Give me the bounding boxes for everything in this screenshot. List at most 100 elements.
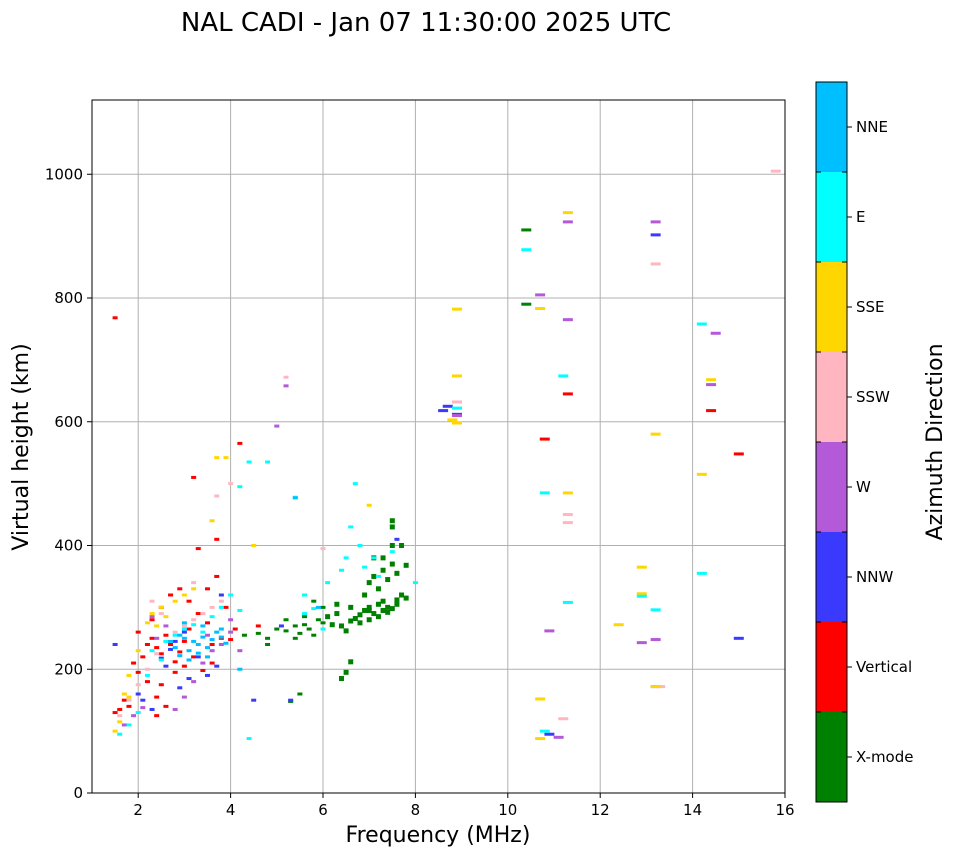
x-tick-label: 4 bbox=[226, 801, 236, 819]
data-point bbox=[177, 686, 183, 690]
data-point bbox=[246, 460, 252, 464]
data-point bbox=[394, 570, 400, 576]
data-point bbox=[209, 615, 215, 619]
data-point bbox=[154, 624, 160, 628]
data-point bbox=[535, 307, 546, 311]
data-point bbox=[451, 307, 462, 311]
data-point bbox=[144, 621, 150, 625]
data-point bbox=[158, 652, 164, 656]
series-sse bbox=[112, 211, 717, 741]
data-point bbox=[181, 621, 187, 625]
data-point bbox=[696, 322, 707, 326]
data-point bbox=[223, 641, 229, 645]
data-point bbox=[214, 537, 220, 541]
data-point bbox=[650, 262, 661, 266]
data-point bbox=[144, 643, 150, 646]
data-point bbox=[163, 624, 169, 628]
data-point bbox=[218, 643, 224, 646]
data-point bbox=[149, 599, 155, 603]
data-point bbox=[562, 318, 573, 322]
data-point bbox=[539, 491, 550, 495]
data-point bbox=[149, 612, 155, 616]
colorbar-segment bbox=[816, 82, 847, 172]
x-tick-label: 6 bbox=[318, 801, 328, 819]
data-point bbox=[265, 643, 271, 646]
data-point bbox=[237, 649, 243, 653]
data-point bbox=[306, 627, 312, 631]
data-point bbox=[385, 604, 391, 610]
data-point bbox=[696, 571, 707, 575]
data-point bbox=[205, 673, 210, 677]
data-point bbox=[274, 424, 280, 428]
colorbar-tick-label: SSE bbox=[856, 298, 885, 316]
data-point bbox=[385, 609, 391, 615]
data-point bbox=[315, 605, 321, 609]
data-point bbox=[343, 669, 349, 675]
data-point bbox=[214, 456, 220, 460]
data-point bbox=[218, 635, 224, 639]
y-tick-label: 600 bbox=[54, 413, 83, 431]
data-point bbox=[255, 624, 261, 628]
data-point bbox=[140, 706, 146, 710]
data-point bbox=[389, 606, 395, 612]
data-point bbox=[375, 614, 381, 620]
data-point bbox=[163, 704, 169, 708]
data-point bbox=[562, 513, 573, 517]
data-point bbox=[135, 711, 141, 715]
data-point bbox=[539, 729, 550, 733]
data-point bbox=[539, 437, 550, 441]
grid-lines bbox=[92, 100, 786, 794]
x-tick-label: 14 bbox=[683, 801, 702, 819]
series-nnw bbox=[112, 233, 744, 736]
data-point bbox=[362, 565, 368, 569]
data-point bbox=[237, 441, 243, 445]
data-point bbox=[535, 737, 546, 741]
data-point bbox=[338, 568, 344, 572]
data-point bbox=[168, 639, 174, 643]
data-point bbox=[380, 567, 386, 573]
data-point bbox=[334, 611, 340, 617]
data-point bbox=[710, 331, 721, 335]
data-point bbox=[389, 561, 395, 567]
data-point bbox=[158, 612, 164, 616]
data-point bbox=[302, 615, 308, 619]
data-point bbox=[177, 587, 183, 591]
data-point bbox=[399, 592, 405, 598]
data-point bbox=[389, 518, 395, 524]
data-point bbox=[403, 562, 409, 568]
data-point bbox=[274, 627, 280, 631]
data-point bbox=[562, 392, 573, 396]
data-point bbox=[283, 375, 289, 379]
data-point bbox=[706, 378, 717, 382]
data-point bbox=[265, 636, 271, 640]
data-point bbox=[380, 555, 386, 561]
data-point bbox=[357, 544, 363, 547]
data-point bbox=[613, 623, 624, 627]
x-tick-label: 8 bbox=[411, 801, 421, 819]
data-point bbox=[168, 593, 174, 597]
y-tick-label: 800 bbox=[54, 289, 83, 307]
data-point bbox=[149, 636, 155, 640]
data-point bbox=[168, 647, 174, 651]
data-point bbox=[228, 593, 234, 597]
data-point bbox=[121, 692, 127, 696]
data-point bbox=[251, 544, 257, 547]
series-x-mode bbox=[241, 228, 532, 703]
data-point bbox=[451, 400, 462, 404]
colorbar-tick-label: NNW bbox=[856, 568, 893, 586]
data-point bbox=[325, 614, 331, 620]
data-point bbox=[154, 636, 160, 640]
data-point bbox=[121, 723, 127, 727]
series-e bbox=[117, 248, 707, 741]
data-point bbox=[191, 623, 197, 627]
data-point bbox=[205, 621, 210, 625]
data-point bbox=[283, 618, 289, 622]
x-tick-label: 12 bbox=[591, 801, 610, 819]
data-point bbox=[544, 732, 555, 736]
data-point bbox=[329, 622, 335, 628]
data-point bbox=[348, 604, 354, 610]
data-point bbox=[348, 525, 354, 529]
data-point bbox=[209, 519, 215, 523]
data-point bbox=[186, 658, 192, 662]
data-point bbox=[325, 581, 331, 585]
